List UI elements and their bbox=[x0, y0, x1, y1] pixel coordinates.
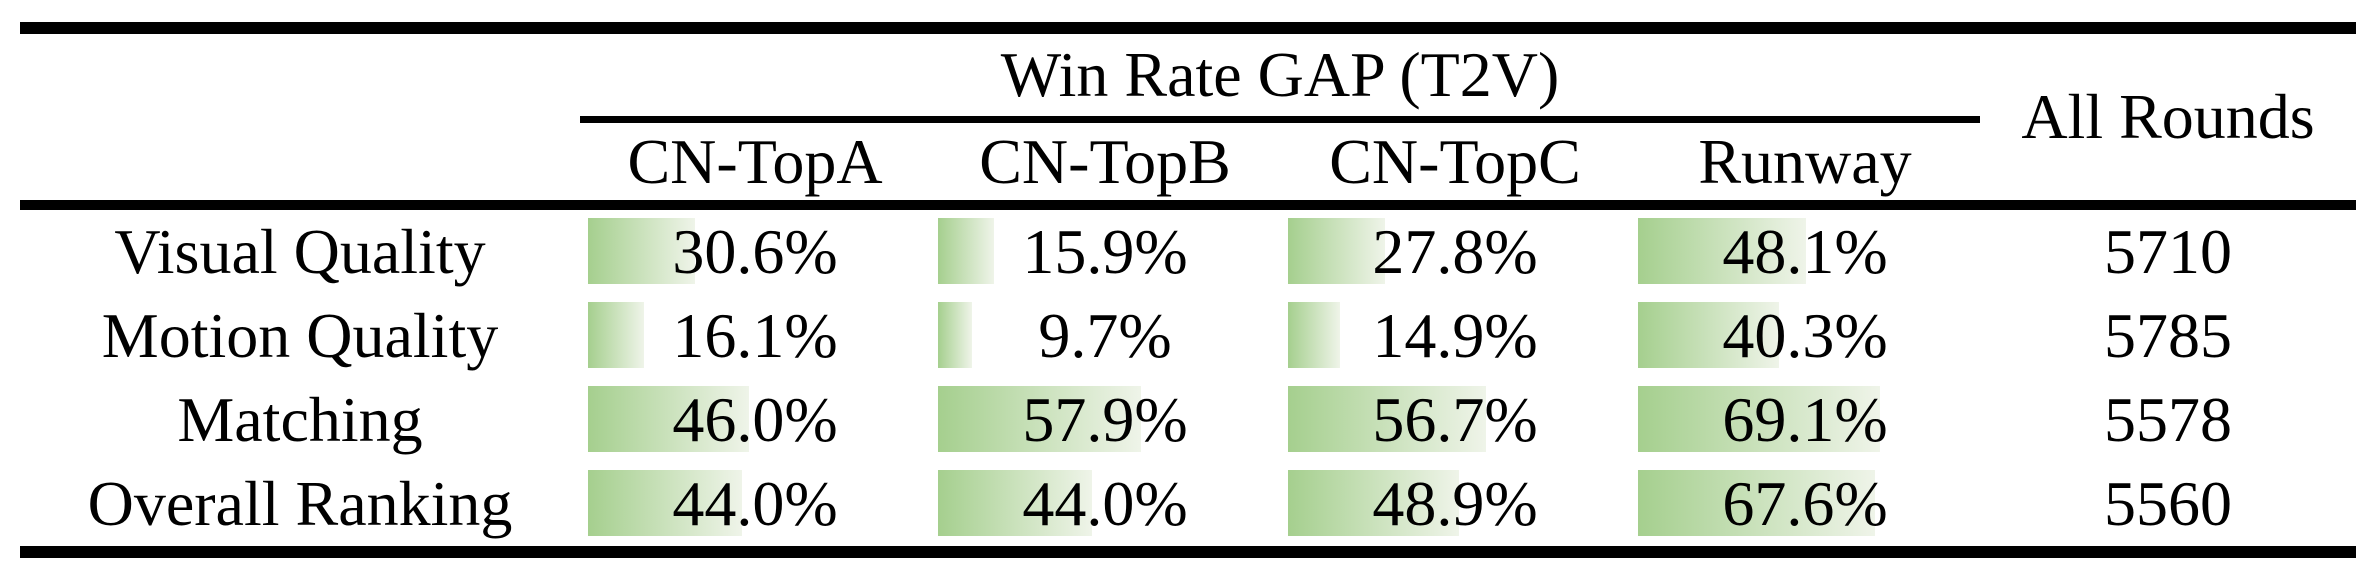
cell-value: 9.7% bbox=[1038, 300, 1172, 371]
data-bar bbox=[938, 470, 1092, 536]
cell-value: 44.0% bbox=[1022, 468, 1188, 539]
top-rule bbox=[20, 22, 2356, 34]
row-label-overall-ranking: Overall Ranking bbox=[87, 468, 513, 539]
data-bar bbox=[588, 218, 696, 284]
cell-motion-quality-runway: 40.3% bbox=[1630, 294, 1980, 378]
cell-value: 48.9% bbox=[1372, 468, 1538, 539]
cell-value: 48.1% bbox=[1722, 216, 1888, 287]
cell-value: 15.9% bbox=[1022, 216, 1188, 287]
table-title: Win Rate GAP (T2V) bbox=[1000, 39, 1560, 110]
cell-visual-quality-cn-topb: 15.9% bbox=[930, 210, 1280, 294]
bottom-rule bbox=[20, 546, 2356, 558]
data-bar bbox=[1638, 386, 1880, 452]
row-label-motion-quality: Motion Quality bbox=[101, 300, 499, 371]
cell-visual-quality-all-rounds: 5710 bbox=[2104, 216, 2232, 287]
cell-matching-all-rounds: 5578 bbox=[2104, 384, 2232, 455]
data-bar bbox=[1638, 302, 1780, 368]
cell-overall-ranking-cn-topc: 48.9% bbox=[1280, 462, 1630, 546]
cell-value: 30.6% bbox=[672, 216, 838, 287]
cell-motion-quality-cn-topb: 9.7% bbox=[930, 294, 1280, 378]
column-header-cn-topb: CN-TopB bbox=[979, 125, 1231, 197]
cell-visual-quality-cn-topa: 30.6% bbox=[580, 210, 930, 294]
cell-value: 56.7% bbox=[1372, 384, 1538, 455]
column-header-cn-topa: CN-TopA bbox=[627, 125, 883, 197]
cell-value: 16.1% bbox=[672, 300, 838, 371]
data-bar bbox=[588, 470, 742, 536]
cell-overall-ranking-runway: 67.6% bbox=[1630, 462, 1980, 546]
cell-motion-quality-all-rounds: 5785 bbox=[2104, 300, 2232, 371]
data-bar bbox=[1288, 218, 1386, 284]
data-bar bbox=[938, 302, 972, 368]
cell-motion-quality-cn-topc: 14.9% bbox=[1280, 294, 1630, 378]
cell-matching-cn-topb: 57.9% bbox=[930, 378, 1280, 462]
column-header-cn-topc: CN-TopC bbox=[1329, 125, 1581, 197]
cell-matching-cn-topc: 56.7% bbox=[1280, 378, 1630, 462]
data-bar bbox=[1638, 470, 1875, 536]
gap-header-underline-rule bbox=[580, 116, 1980, 123]
cell-visual-quality-cn-topc: 27.8% bbox=[1280, 210, 1630, 294]
cell-visual-quality-runway: 48.1% bbox=[1630, 210, 1980, 294]
data-bar bbox=[938, 386, 1141, 452]
data-bar bbox=[1288, 386, 1487, 452]
column-header-runway: Runway bbox=[1698, 125, 1912, 197]
data-bar bbox=[1288, 302, 1341, 368]
data-bar bbox=[1638, 218, 1807, 284]
cell-overall-ranking-cn-topa: 44.0% bbox=[580, 462, 930, 546]
cell-value: 40.3% bbox=[1722, 300, 1888, 371]
cell-matching-runway: 69.1% bbox=[1630, 378, 1980, 462]
row-label-visual-quality: Visual Quality bbox=[114, 216, 486, 287]
cell-value: 57.9% bbox=[1022, 384, 1188, 455]
cell-value: 46.0% bbox=[672, 384, 838, 455]
header-bottom-rule bbox=[20, 200, 2356, 210]
column-header-all-rounds: All Rounds bbox=[2021, 81, 2315, 152]
cell-overall-ranking-cn-topb: 44.0% bbox=[930, 462, 1280, 546]
cell-value: 67.6% bbox=[1722, 468, 1888, 539]
data-bar bbox=[588, 386, 749, 452]
cell-value: 27.8% bbox=[1372, 216, 1538, 287]
cell-overall-ranking-all-rounds: 5560 bbox=[2104, 468, 2232, 539]
cell-value: 69.1% bbox=[1722, 384, 1888, 455]
cell-value: 44.0% bbox=[672, 468, 838, 539]
data-bar bbox=[938, 218, 994, 284]
data-bar bbox=[588, 302, 645, 368]
data-bar bbox=[1288, 470, 1460, 536]
cell-matching-cn-topa: 46.0% bbox=[580, 378, 930, 462]
cell-motion-quality-cn-topa: 16.1% bbox=[580, 294, 930, 378]
cell-value: 14.9% bbox=[1372, 300, 1538, 371]
row-label-matching: Matching bbox=[177, 384, 423, 455]
